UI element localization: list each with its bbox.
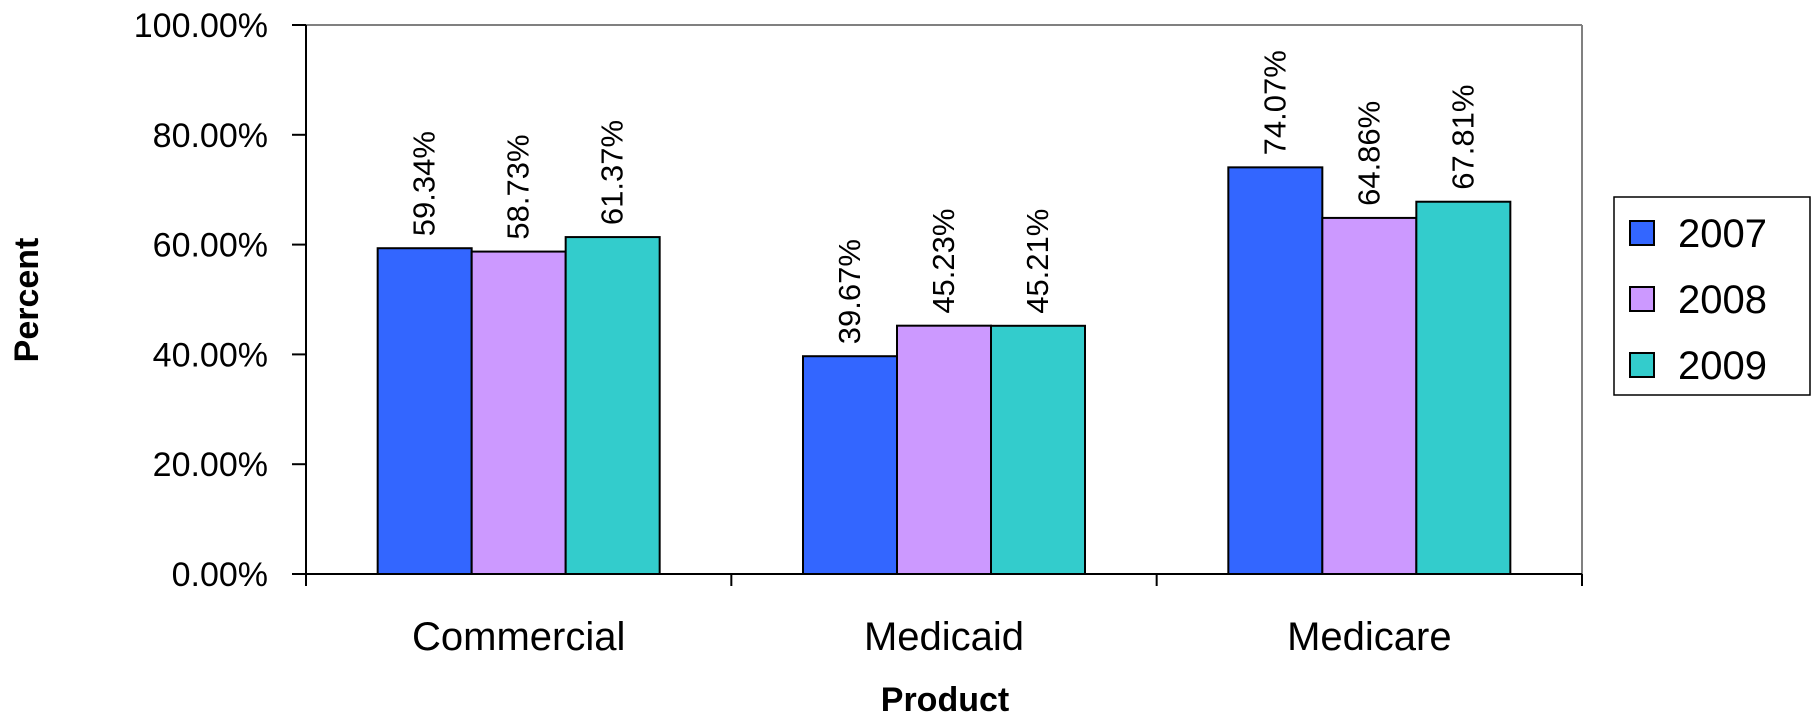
- bar-2009-commercial: [564, 236, 661, 575]
- data-label: 39.67%: [832, 239, 867, 344]
- bar-2009-medicare: [1415, 200, 1512, 575]
- x-tick-label: Commercial: [412, 615, 625, 659]
- bar-2008-commercial: [470, 250, 567, 575]
- bar-2008-medicaid: [896, 324, 992, 575]
- y-tick-label: 100.00%: [134, 7, 268, 45]
- bar-2009-medicaid: [990, 324, 1086, 575]
- y-axis: 0.00% 20.00% 40.00% 60.00% 80.00% 100.00%: [134, 7, 307, 594]
- y-tick-label: 80.00%: [153, 117, 268, 155]
- x-axis-title: Product: [881, 681, 1009, 715]
- data-label: 45.21%: [1020, 209, 1055, 314]
- plot-area: [306, 24, 1583, 574]
- legend-swatch-2009: [1629, 352, 1655, 378]
- data-label: 64.86%: [1351, 101, 1386, 206]
- legend-label-2008: 2008: [1678, 278, 1767, 322]
- bars: [376, 166, 1512, 576]
- bar-2007-medicaid: [802, 355, 898, 575]
- y-tick-label: 40.00%: [153, 336, 268, 374]
- legend-swatch-2008: [1629, 286, 1655, 312]
- legend-label-2007: 2007: [1678, 212, 1767, 256]
- y-axis-title: Percent: [8, 238, 46, 363]
- y-tick-label: 60.00%: [153, 227, 268, 265]
- data-label: 74.07%: [1257, 50, 1292, 155]
- x-tick-label: Medicaid: [864, 615, 1024, 659]
- legend-label-2009: 2009: [1678, 344, 1767, 388]
- data-label: 59.34%: [407, 131, 442, 236]
- data-label: 61.37%: [595, 120, 630, 225]
- y-tick-label: 0.00%: [172, 556, 268, 594]
- y-tick-label: 20.00%: [153, 446, 268, 484]
- data-labels: 59.34% 58.73% 61.37% 39.67% 45.23% 45.21% 74.0…: [407, 50, 1481, 344]
- legend: 2007 2008 2009: [1613, 196, 1811, 396]
- bar-2007-commercial: [376, 247, 473, 576]
- legend-swatch-2007: [1629, 220, 1655, 246]
- bar-2008-medicare: [1321, 216, 1418, 575]
- data-label: 67.81%: [1445, 85, 1480, 190]
- data-label: 58.73%: [501, 134, 536, 239]
- data-label: 45.23%: [926, 209, 961, 314]
- bar-2007-medicare: [1227, 166, 1324, 575]
- x-axis: Commercial Medicaid Medicare: [305, 573, 1583, 659]
- x-tick-label: Medicare: [1287, 615, 1452, 659]
